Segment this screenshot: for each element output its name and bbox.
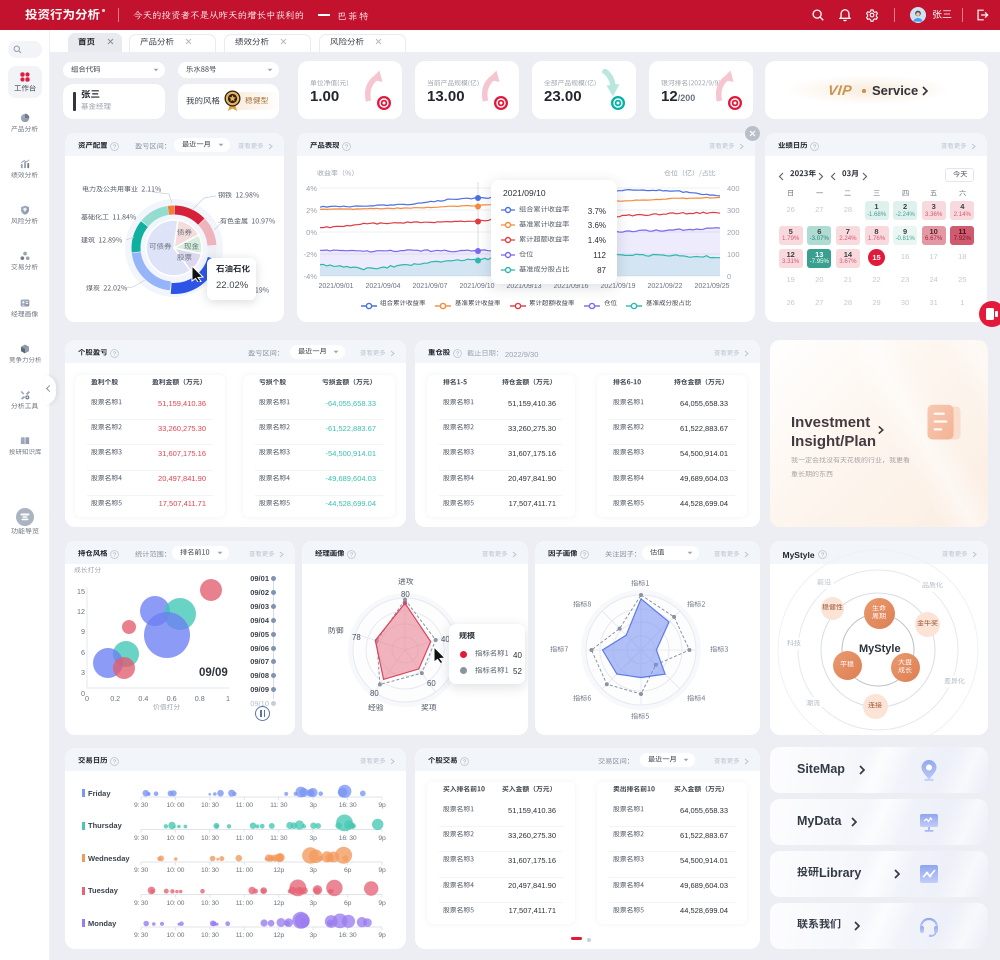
- svg-text:?: ?: [113, 351, 116, 357]
- svg-text:?: ?: [821, 552, 824, 558]
- svg-text:?: ?: [463, 759, 466, 765]
- svg-text:?: ?: [456, 351, 459, 357]
- svg-text:?: ?: [113, 759, 116, 765]
- svg-text:?: ?: [113, 144, 116, 150]
- svg-text:?: ?: [813, 144, 816, 150]
- svg-text:?: ?: [350, 552, 353, 558]
- svg-text:?: ?: [583, 552, 586, 558]
- svg-text:?: ?: [345, 144, 348, 150]
- svg-text:?: ?: [113, 552, 116, 558]
